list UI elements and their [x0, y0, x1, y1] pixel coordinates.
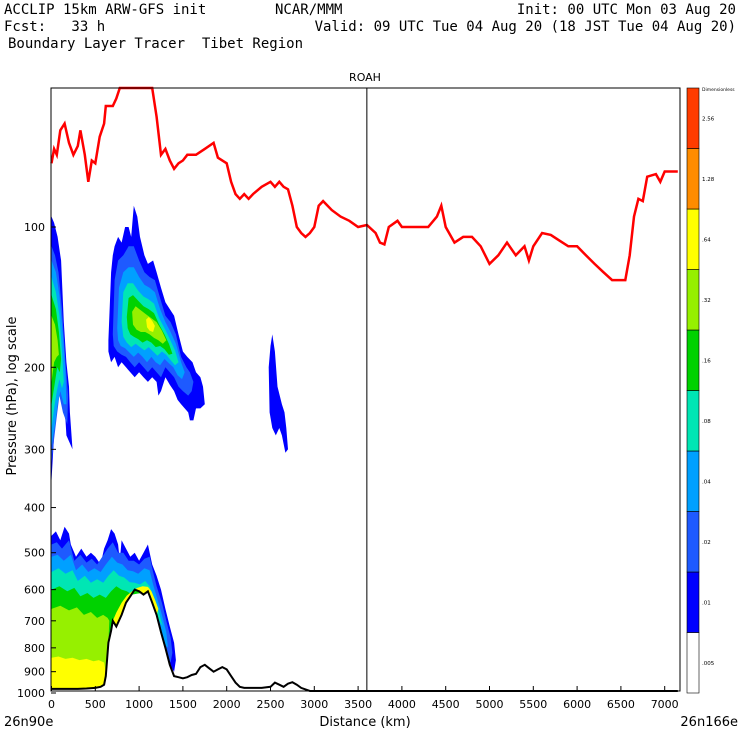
- x-tick-label-4000: 4000: [388, 698, 416, 711]
- x-tick-label-5000: 5000: [476, 698, 504, 711]
- chart-title: ROAH: [349, 71, 381, 84]
- x-tick-label-2500: 2500: [257, 698, 285, 711]
- x-tick-label-6500: 6500: [607, 698, 635, 711]
- plot-frame: [50, 87, 681, 692]
- y-tick-label-1000: 1000: [17, 687, 45, 700]
- colorbar-swatch-4: [686, 390, 700, 452]
- x-tick-label-7000: 7000: [651, 698, 679, 711]
- tracer-fill-layer: [51, 205, 288, 689]
- terrain-line: [51, 588, 678, 692]
- x-tick-label-500: 500: [85, 698, 106, 711]
- colorbar-swatch-7: [686, 208, 700, 270]
- x-tick-label-0: 0: [48, 698, 55, 711]
- colorbar-label-6: .32: [702, 298, 711, 304]
- tracer-contour-3: [268, 334, 288, 453]
- x-tick-label-1000: 1000: [125, 698, 153, 711]
- colorbar-label-9: 2.56: [702, 116, 715, 122]
- y-tick-label-700: 700: [24, 615, 45, 628]
- colorbar-label-4: .08: [702, 419, 711, 425]
- colorbar-label-3: .04: [702, 479, 711, 485]
- colorbar-swatch-5: [686, 329, 700, 391]
- colorbar-swatch-0: [686, 632, 700, 694]
- y-tick-label-400: 400: [24, 502, 45, 515]
- colorbar-label-2: .02: [702, 540, 711, 546]
- colorbar-swatch-2: [686, 511, 700, 573]
- tracer-contour-17: [51, 315, 59, 382]
- tracer-contour-20: [146, 317, 155, 332]
- header-org: NCAR/MMM: [275, 2, 343, 18]
- y-tick-label-500: 500: [24, 547, 45, 560]
- header-model: ACCLIP 15km ARW-GFS init: [4, 2, 207, 18]
- line-layer: [50, 86, 678, 692]
- colorbar-label-7: .64: [702, 237, 711, 243]
- y-tick-label-600: 600: [24, 584, 45, 597]
- tropopause-line: [50, 86, 678, 282]
- x-tick-label-3000: 3000: [300, 698, 328, 711]
- y-tick-label-800: 800: [24, 642, 45, 655]
- x-right-label: 26n166e: [680, 715, 738, 730]
- x-tick-label-4500: 4500: [432, 698, 460, 711]
- y-tick-label-300: 300: [24, 443, 45, 456]
- header-product: Boundary Layer Tracer Tibet Region: [8, 36, 304, 52]
- y-tick-label-900: 900: [24, 666, 45, 679]
- colorbar-swatch-1: [686, 571, 700, 633]
- colorbar-label-0: .005: [702, 661, 715, 667]
- colorbar-label-1: .01: [702, 600, 711, 606]
- colorbar-swatch-3: [686, 450, 700, 512]
- colorbar-title: Dimensionless: [702, 87, 735, 93]
- x-tick-label-2000: 2000: [213, 698, 241, 711]
- header-valid: Valid: 09 UTC Tue 04 Aug 20 (18 JST Tue …: [314, 19, 736, 35]
- colorbar-label-5: .16: [702, 358, 711, 364]
- y-axis-label: Pressure (hPa), log scale: [5, 317, 20, 476]
- x-tick-label-1500: 1500: [169, 698, 197, 711]
- tracer-contour-21: [51, 656, 106, 689]
- x-tick-label-6000: 6000: [563, 698, 591, 711]
- header-fcst: Fcst: 33 h: [4, 19, 106, 35]
- colorbar-swatch-9: [686, 87, 700, 149]
- y-tick-label-200: 200: [24, 361, 45, 374]
- axis-ticks: 0 500 1000 1500 2000 2500 3000 3500 4000 4500 5000…: [17, 221, 679, 711]
- colorbar-swatch-6: [686, 269, 700, 331]
- x-left-label: 26n90e: [4, 715, 53, 730]
- colorbar-swatch-8: [686, 148, 700, 210]
- colorbar: .005 .01 .02 .04 .08 .16 .32 .64 1.28 2.56 Dimensi…: [686, 87, 735, 694]
- x-axis-label: Distance (km): [319, 715, 410, 730]
- x-tick-label-5500: 5500: [519, 698, 547, 711]
- header-init: Init: 00 UTC Mon 03 Aug 20: [516, 2, 736, 18]
- colorbar-label-8: 1.28: [702, 177, 715, 183]
- y-tick-label-100: 100: [24, 221, 45, 234]
- x-tick-label-3500: 3500: [344, 698, 372, 711]
